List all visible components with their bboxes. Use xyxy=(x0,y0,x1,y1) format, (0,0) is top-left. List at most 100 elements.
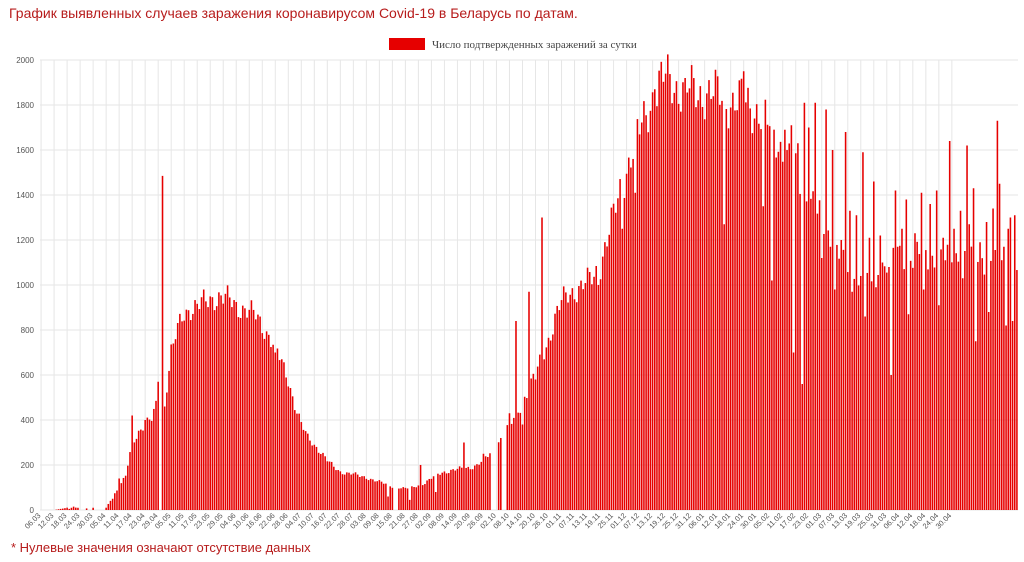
bar[interactable] xyxy=(543,359,545,510)
bar[interactable] xyxy=(257,314,259,510)
bar[interactable] xyxy=(447,473,450,510)
bar[interactable] xyxy=(122,477,125,510)
bar[interactable] xyxy=(220,295,222,510)
bar[interactable] xyxy=(363,476,365,510)
bar[interactable] xyxy=(354,472,357,510)
bar[interactable] xyxy=(200,297,203,510)
bar[interactable] xyxy=(567,302,569,510)
bar[interactable] xyxy=(328,461,331,510)
bar[interactable] xyxy=(640,122,643,511)
bar[interactable] xyxy=(656,106,658,510)
bar[interactable] xyxy=(979,242,981,510)
bar[interactable] xyxy=(686,92,689,510)
bar[interactable] xyxy=(860,275,862,510)
bar[interactable] xyxy=(57,509,60,510)
bar[interactable] xyxy=(749,108,751,510)
bar[interactable] xyxy=(599,279,602,510)
bar[interactable] xyxy=(907,314,910,510)
bar[interactable] xyxy=(925,250,927,510)
bar[interactable] xyxy=(643,101,645,511)
bar[interactable] xyxy=(760,129,762,510)
bar[interactable] xyxy=(580,280,582,510)
bar[interactable] xyxy=(467,466,470,510)
bar[interactable] xyxy=(296,413,298,510)
bar[interactable] xyxy=(710,98,712,511)
bar[interactable] xyxy=(912,267,914,510)
bar[interactable] xyxy=(348,472,350,510)
bar[interactable] xyxy=(836,244,838,510)
bar[interactable] xyxy=(261,333,264,510)
chart-legend[interactable]: Число подтвержденных заражений за сутки xyxy=(389,38,637,51)
bar[interactable] xyxy=(484,456,487,510)
bar[interactable] xyxy=(890,375,892,510)
bar[interactable] xyxy=(810,198,812,510)
bar[interactable] xyxy=(454,470,457,510)
bar[interactable] xyxy=(382,483,385,510)
bar[interactable] xyxy=(896,246,899,510)
bar[interactable] xyxy=(294,410,296,510)
bar[interactable] xyxy=(992,208,994,511)
bar[interactable] xyxy=(185,309,188,510)
bar[interactable] xyxy=(1000,260,1003,510)
bar[interactable] xyxy=(864,316,866,511)
bar[interactable] xyxy=(981,258,983,510)
bar[interactable] xyxy=(536,366,539,510)
bar[interactable] xyxy=(85,508,88,510)
bar[interactable] xyxy=(820,258,823,510)
bar[interactable] xyxy=(840,240,843,510)
bar[interactable] xyxy=(786,150,788,510)
bar[interactable] xyxy=(732,92,734,510)
bar[interactable] xyxy=(886,272,888,510)
bar[interactable] xyxy=(610,207,613,511)
bar[interactable] xyxy=(189,320,192,510)
bar[interactable] xyxy=(892,247,895,510)
bar[interactable] xyxy=(506,425,509,510)
bar[interactable] xyxy=(298,413,300,510)
bar[interactable] xyxy=(985,222,988,510)
bar[interactable] xyxy=(270,347,272,510)
bar[interactable] xyxy=(630,167,632,511)
bar[interactable] xyxy=(662,81,665,511)
bar[interactable] xyxy=(153,408,155,510)
bar[interactable] xyxy=(823,233,825,511)
bar[interactable] xyxy=(894,190,897,511)
bar[interactable] xyxy=(953,228,955,510)
bar[interactable] xyxy=(990,260,992,510)
bar[interactable] xyxy=(632,158,634,510)
bar[interactable] xyxy=(877,275,879,510)
bar[interactable] xyxy=(918,254,921,510)
bar[interactable] xyxy=(604,242,606,510)
bar[interactable] xyxy=(421,485,424,510)
bar[interactable] xyxy=(124,475,127,510)
bar[interactable] xyxy=(428,478,431,510)
bar[interactable] xyxy=(458,466,461,510)
bar[interactable] xyxy=(690,65,693,510)
bar[interactable] xyxy=(608,234,611,511)
bar[interactable] xyxy=(846,272,849,510)
bar[interactable] xyxy=(445,473,448,510)
bar[interactable] xyxy=(75,507,77,510)
bar[interactable] xyxy=(369,478,372,510)
bar[interactable] xyxy=(489,453,491,510)
bar[interactable] xyxy=(569,294,571,510)
bar[interactable] xyxy=(575,302,578,510)
bar[interactable] xyxy=(771,280,773,511)
bar[interactable] xyxy=(920,192,923,510)
bar[interactable] xyxy=(404,487,407,510)
bar[interactable] xyxy=(673,92,676,510)
bar[interactable] xyxy=(638,134,641,510)
bar[interactable] xyxy=(300,422,303,510)
bar[interactable] xyxy=(545,347,548,510)
bar[interactable] xyxy=(228,297,231,510)
bar[interactable] xyxy=(239,317,242,510)
bar[interactable] xyxy=(966,145,968,511)
bar[interactable] xyxy=(111,498,114,510)
bar[interactable] xyxy=(309,440,311,510)
bar[interactable] xyxy=(636,119,639,510)
bar[interactable] xyxy=(283,362,285,510)
bar[interactable] xyxy=(849,210,851,510)
bar[interactable] xyxy=(671,103,673,510)
bar[interactable] xyxy=(964,250,966,511)
bar[interactable] xyxy=(222,303,225,510)
bar[interactable] xyxy=(441,472,444,510)
